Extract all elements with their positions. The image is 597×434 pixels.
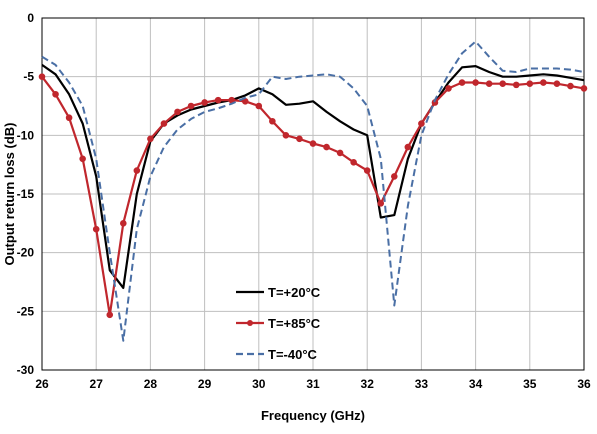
data-point [38,73,46,80]
data-point [309,140,317,147]
data-point [147,135,154,143]
data-point [485,80,493,88]
x-axis-ticks: 26 27 28 29 30 31 32 33 34 35 36 [35,377,591,391]
x-tick-label: 36 [577,377,591,391]
data-point [323,143,330,151]
data-point [160,120,168,127]
y-tick-label: -20 [17,246,35,260]
data-point [214,96,222,104]
x-tick-label: 27 [90,377,104,391]
x-tick-label: 30 [252,377,266,391]
data-point [92,225,100,233]
data-point [540,79,547,86]
data-point [269,117,276,125]
y-tick-label: -5 [23,70,34,84]
data-point [458,79,466,86]
data-point [567,82,574,90]
x-tick-label: 31 [306,377,320,391]
x-tick-label: 28 [144,377,158,391]
y-axis-label: Output return loss (dB) [2,123,17,266]
data-point [133,167,141,174]
data-point [296,135,303,143]
data-point [580,85,588,92]
data-point [391,173,398,180]
legend: T=+20°C T=+85°C T=-40°C [236,285,321,362]
data-point [65,114,73,122]
data-point [79,155,86,163]
legend-marker [247,320,253,326]
y-tick-label: -30 [17,363,35,377]
data-point [377,200,385,207]
data-point [120,220,127,227]
x-tick-label: 29 [198,377,212,391]
x-tick-label: 26 [35,377,49,391]
data-point [106,311,114,319]
y-tick-label: 0 [27,11,34,25]
data-point [255,102,263,110]
series-line-3 [41,40,585,342]
data-point [445,85,452,92]
data-point [187,102,195,110]
data-point [282,132,290,139]
x-tick-label: 35 [523,377,537,391]
data-point [499,80,507,88]
data-point [404,143,412,151]
y-tick-label: -15 [17,187,35,201]
y-axis-ticks: 0 -5 -10 -15 -20 -25 -30 [17,11,35,377]
data-point [336,149,344,157]
legend-label: T=+20°C [268,285,321,300]
x-tick-label: 33 [415,377,429,391]
data-point [174,108,181,116]
series-layer [38,40,588,342]
x-axis-label: Frequency (GHz) [261,408,365,423]
data-point [512,81,520,89]
data-point [553,80,561,88]
plot-area [41,17,585,371]
legend-label: T=-40°C [268,347,318,362]
data-point [418,120,425,127]
data-point [472,79,479,86]
x-tick-label: 32 [361,377,375,391]
data-point [52,90,59,98]
data-point [363,167,371,174]
data-point [350,159,357,166]
data-point [201,99,208,106]
data-point [526,80,534,88]
legend-label: T=+85°C [268,316,321,331]
series-line-1 [41,63,585,289]
x-tick-label: 34 [469,377,483,391]
y-tick-label: -25 [17,304,35,318]
y-tick-label: -10 [17,128,35,142]
